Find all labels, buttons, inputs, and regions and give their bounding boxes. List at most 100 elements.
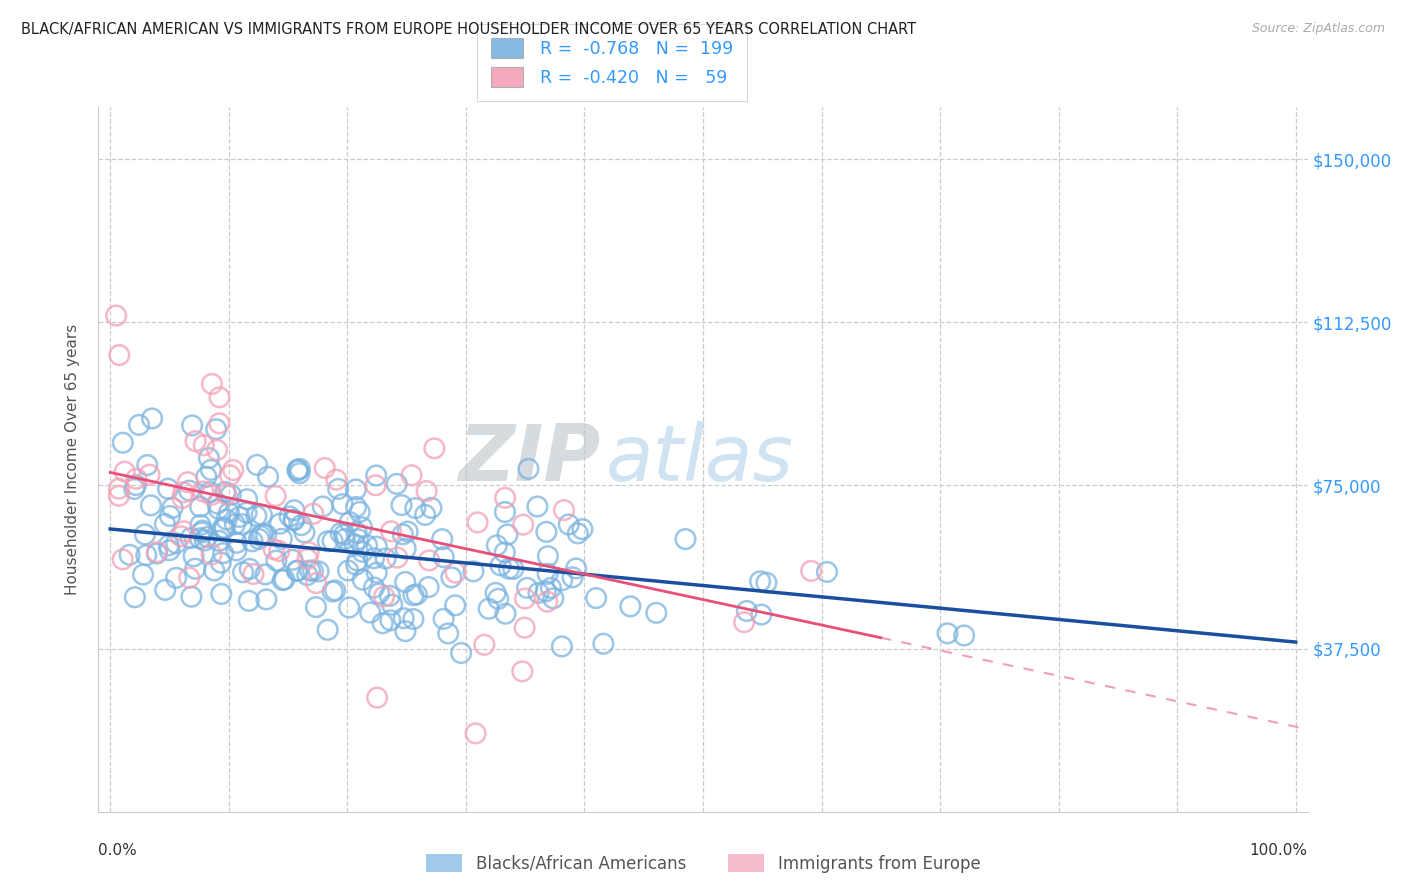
Point	[305, 600, 328, 615]
Point	[494, 545, 516, 559]
Point	[387, 550, 409, 565]
Point	[281, 553, 304, 567]
Point	[242, 566, 264, 581]
Point	[200, 463, 222, 477]
Point	[496, 527, 519, 541]
Point	[298, 545, 321, 559]
Point	[344, 500, 367, 514]
Point	[193, 484, 215, 499]
Point	[463, 564, 485, 578]
Point	[352, 573, 374, 587]
Point	[374, 551, 396, 566]
Point	[352, 545, 374, 559]
Point	[561, 570, 583, 584]
Point	[181, 418, 204, 433]
Point	[551, 640, 574, 654]
Point	[188, 531, 211, 545]
Point	[322, 584, 344, 599]
Point	[254, 592, 277, 607]
Point	[200, 548, 222, 562]
Point	[128, 417, 150, 432]
Point	[125, 472, 148, 486]
Point	[200, 488, 222, 502]
Point	[619, 599, 641, 614]
Point	[239, 562, 262, 576]
Point	[378, 589, 401, 603]
Point	[159, 508, 181, 523]
Point	[534, 584, 557, 599]
Point	[472, 638, 495, 652]
Point	[205, 442, 228, 457]
Point	[170, 529, 193, 543]
Point	[132, 567, 155, 582]
Point	[368, 586, 391, 600]
Point	[347, 533, 370, 547]
Point	[346, 553, 368, 567]
Point	[179, 571, 201, 585]
Point	[191, 525, 214, 540]
Point	[433, 550, 456, 565]
Point	[366, 566, 388, 580]
Point	[108, 348, 131, 362]
Point	[513, 621, 536, 635]
Point	[396, 524, 419, 539]
Point	[349, 505, 371, 519]
Point	[252, 526, 274, 541]
Point	[536, 566, 558, 581]
Point	[325, 473, 347, 487]
Point	[527, 586, 550, 600]
Point	[733, 615, 755, 630]
Point	[138, 467, 160, 482]
Point	[283, 503, 305, 517]
Point	[297, 552, 319, 566]
Point	[190, 518, 212, 533]
Point	[183, 549, 205, 564]
Point	[208, 533, 231, 548]
Point	[394, 574, 416, 589]
Point	[269, 516, 291, 531]
Point	[180, 531, 202, 545]
Point	[489, 558, 512, 573]
Point	[413, 508, 436, 522]
Point	[346, 525, 368, 540]
Point	[242, 534, 264, 549]
Point	[249, 529, 271, 543]
Point	[108, 482, 131, 496]
Point	[392, 527, 415, 541]
Point	[179, 483, 201, 498]
Point	[337, 564, 360, 578]
Point	[188, 500, 211, 514]
Point	[207, 496, 229, 510]
Point	[344, 483, 367, 497]
Point	[273, 573, 295, 587]
Point	[287, 564, 309, 578]
Point	[418, 553, 440, 567]
Point	[385, 476, 408, 491]
Point	[540, 581, 562, 595]
Point	[444, 599, 467, 613]
Point	[288, 462, 311, 476]
Point	[815, 565, 838, 579]
Text: 100.0%: 100.0%	[1250, 844, 1308, 858]
Point	[302, 507, 325, 521]
Point	[254, 528, 277, 542]
Point	[209, 556, 232, 570]
Point	[278, 509, 301, 524]
Point	[316, 623, 339, 637]
Point	[418, 580, 440, 594]
Point	[395, 541, 418, 556]
Point	[219, 468, 242, 483]
Point	[218, 506, 240, 520]
Point	[363, 551, 385, 566]
Point	[159, 543, 181, 558]
Point	[114, 465, 136, 479]
Point	[224, 517, 246, 532]
Y-axis label: Householder Income Over 65 years: Householder Income Over 65 years	[65, 324, 80, 595]
Point	[953, 628, 976, 642]
Text: atlas: atlas	[606, 421, 794, 498]
Point	[111, 552, 134, 566]
Point	[207, 501, 229, 516]
Point	[484, 586, 506, 600]
Point	[195, 470, 218, 484]
Point	[450, 646, 472, 660]
